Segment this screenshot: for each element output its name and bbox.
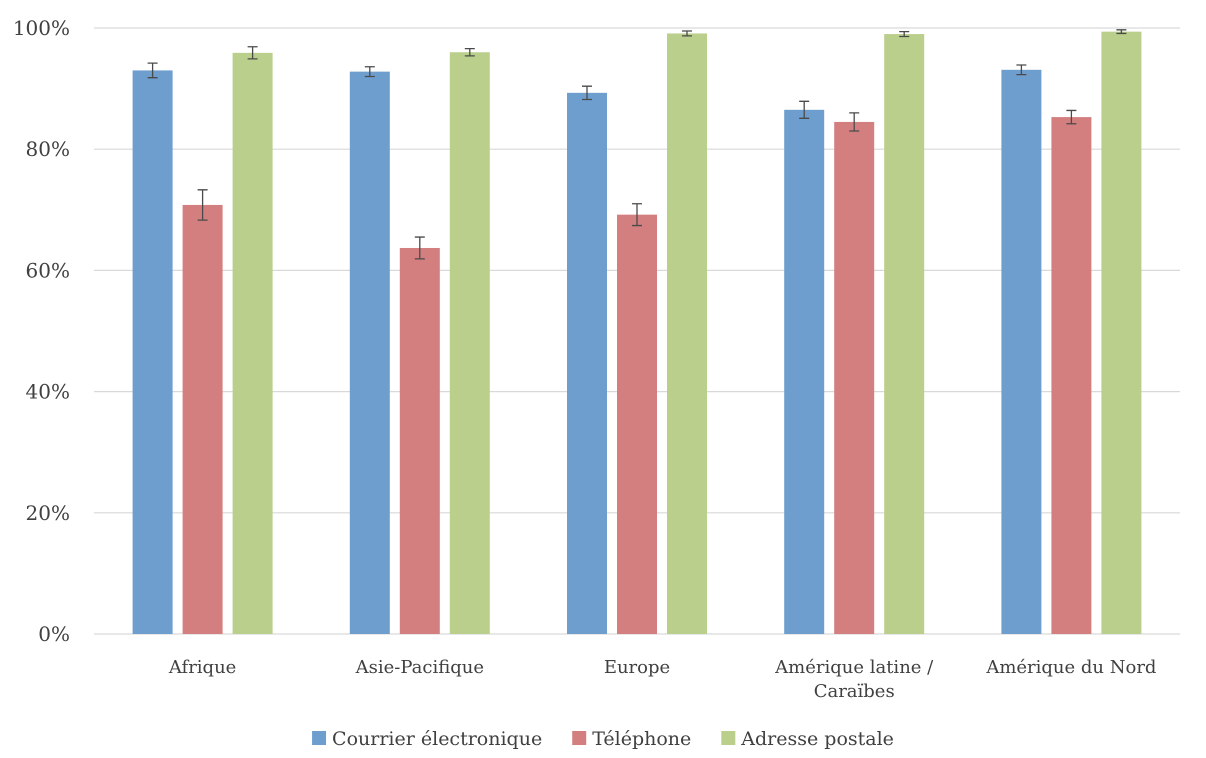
error-bar (464, 47, 475, 57)
error-bar (197, 189, 208, 221)
bar (784, 109, 825, 634)
bar (1001, 69, 1042, 634)
bar (834, 121, 875, 635)
bar (232, 52, 273, 634)
legend-swatch (572, 731, 587, 745)
bar (1101, 31, 1142, 635)
bar (132, 70, 173, 635)
x-tick-label: Afrique (168, 657, 236, 678)
legend-swatch (312, 731, 327, 745)
y-tick-label: 100% (13, 16, 70, 40)
bar (349, 71, 390, 634)
legend-label: Adresse postale (740, 728, 894, 750)
y-tick-label: 40% (26, 380, 70, 404)
bar (667, 33, 707, 635)
bar (884, 34, 925, 635)
error-bar (582, 85, 592, 101)
error-bar (1116, 29, 1127, 35)
x-tick-label: Caraïbes (814, 681, 895, 702)
x-tick-label: Asie-Pacifique (355, 657, 484, 678)
bars (132, 31, 1142, 635)
y-tick-label: 60% (26, 258, 70, 282)
error-bars (147, 29, 1127, 260)
error-bar (849, 112, 860, 132)
bar (1051, 117, 1092, 634)
legend-swatch (721, 731, 736, 745)
x-tick-label: Amérique latine / (774, 657, 934, 678)
x-tick-label: Amérique du Nord (985, 657, 1156, 678)
bar (567, 92, 607, 635)
y-tick-label: 0% (38, 622, 70, 646)
error-bar (414, 236, 425, 260)
x-tick-label: Europe (604, 657, 670, 678)
bar (182, 204, 223, 634)
bar (449, 52, 490, 635)
bar (399, 247, 440, 634)
bar (617, 214, 657, 634)
error-bar (247, 46, 258, 60)
legend-label: Téléphone (592, 728, 691, 750)
legend-label: Courrier électronique (332, 728, 542, 750)
error-bar (799, 100, 810, 119)
y-axis: 0% 20% 40% 60% 80% 100% (13, 16, 70, 646)
y-tick-label: 20% (26, 501, 70, 525)
legend: Courrier électronique Téléphone Adresse po… (312, 728, 894, 750)
error-bar (899, 30, 910, 38)
error-bar (364, 66, 375, 78)
error-bar (632, 203, 642, 227)
y-tick-label: 80% (26, 137, 70, 161)
error-bar (147, 62, 158, 79)
error-bar (1066, 109, 1077, 125)
error-bar (1016, 64, 1027, 76)
error-bar (682, 30, 692, 37)
x-axis: Afrique Asie-Pacifique Europe Amérique lati… (168, 657, 1157, 702)
